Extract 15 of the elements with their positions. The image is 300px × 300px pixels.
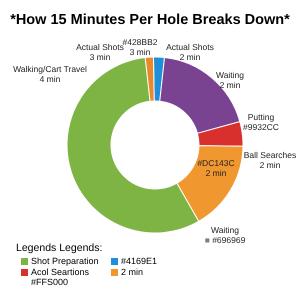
text: Ball Searches 2 min bbox=[244, 150, 296, 170]
legend-label: Shot Preparation bbox=[31, 256, 99, 266]
text: Putting #9932CC bbox=[242, 112, 280, 132]
text: #DC143C 2 min bbox=[196, 158, 236, 178]
text: Actual Shots 3 min bbox=[76, 42, 124, 62]
text: Waiting ■ #696969 bbox=[204, 225, 246, 245]
legend-label: 2 min bbox=[121, 267, 144, 277]
text: Actual Shots 2 min bbox=[166, 42, 214, 62]
legend-label: Acol Seartions #FFS000 bbox=[31, 267, 90, 287]
chart-title: *How 15 Minutes Per Hole Breaks Down* bbox=[9, 12, 291, 28]
text: Walking/Cart Travel 4 min bbox=[12, 64, 88, 84]
legend-title: Legends Legends: bbox=[16, 242, 102, 254]
legend-label: #4169E1 bbox=[121, 256, 158, 266]
text: #428BB2 3 min bbox=[122, 37, 158, 57]
text: Waiting 2 min bbox=[214, 70, 246, 90]
